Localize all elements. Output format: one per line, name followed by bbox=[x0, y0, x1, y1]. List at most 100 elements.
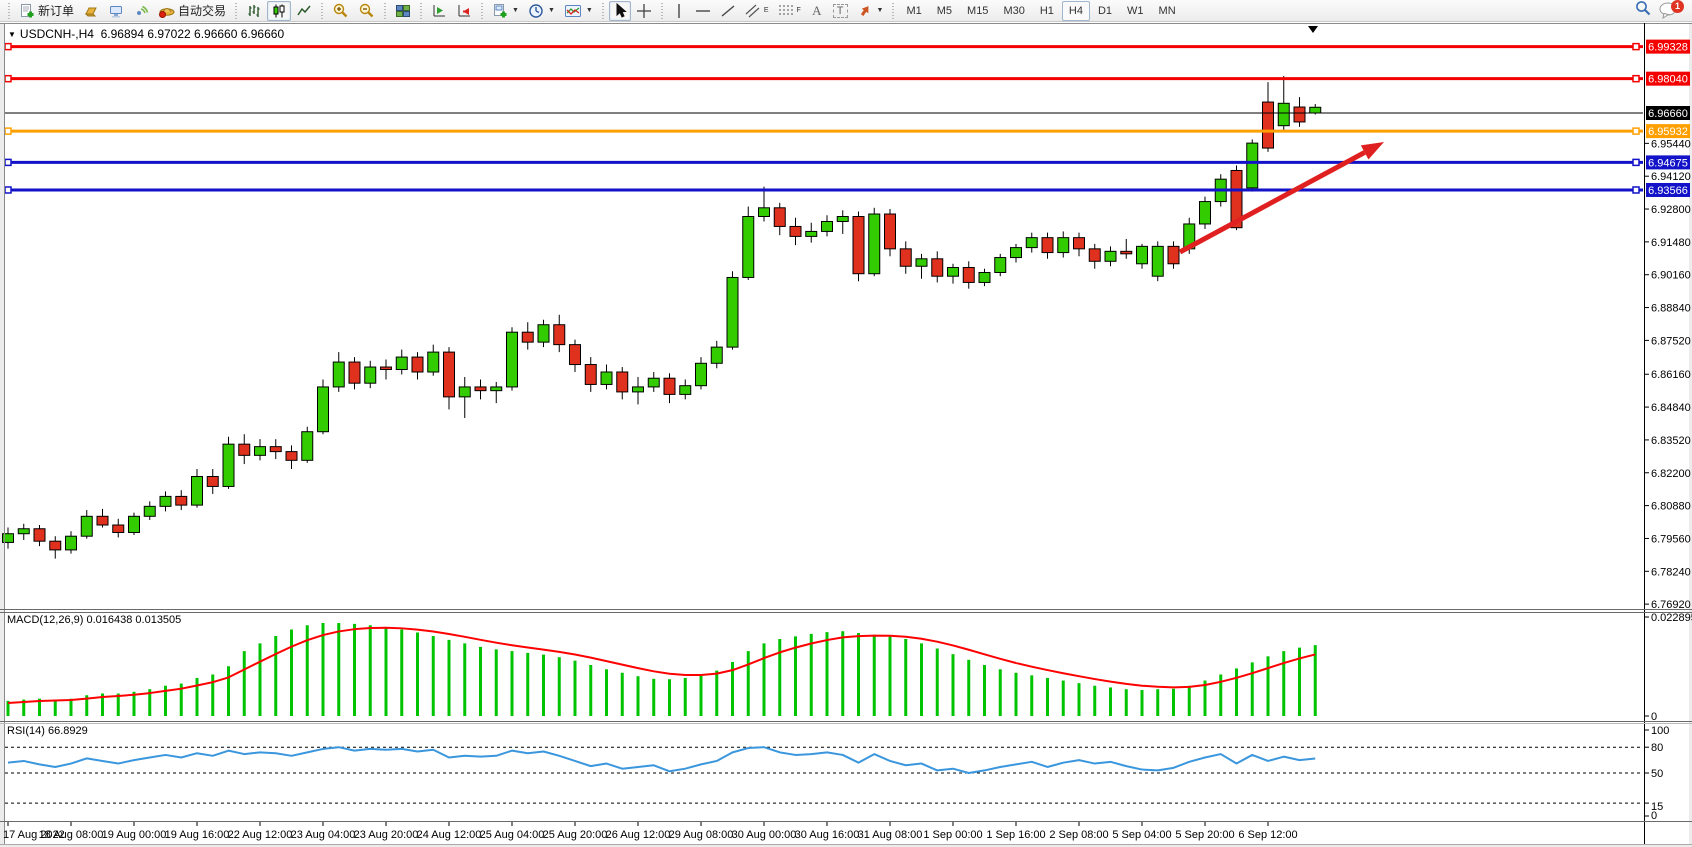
candle-bullish bbox=[915, 258, 928, 267]
cursor-button[interactable] bbox=[608, 0, 631, 21]
toolbar: 新订单 自动交易 bbox=[0, 0, 1692, 22]
date-label: 6 Sep 12:00 bbox=[1238, 829, 1297, 841]
toolbar-grip[interactable] bbox=[383, 2, 388, 19]
candle-bearish bbox=[1230, 169, 1243, 229]
toolbar-grip[interactable] bbox=[419, 2, 424, 19]
trend-arrow[interactable] bbox=[1178, 150, 1366, 255]
candle-bullish bbox=[647, 377, 660, 388]
line-handle[interactable] bbox=[1632, 158, 1640, 167]
date-label: 26 Aug 12:00 bbox=[606, 829, 671, 841]
toolbar-grip[interactable] bbox=[234, 2, 239, 19]
bar-chart-button[interactable] bbox=[242, 1, 266, 21]
candle-bullish bbox=[1151, 245, 1164, 277]
date-label: 19 Aug 16:00 bbox=[165, 829, 230, 841]
templates-button[interactable]: ▼ bbox=[560, 1, 597, 21]
timeframe-m30-button[interactable]: M30 bbox=[1003, 4, 1025, 17]
zoom-in-button[interactable] bbox=[328, 1, 353, 21]
channel-icon bbox=[745, 3, 761, 19]
timeframe-h1-button[interactable]: H1 bbox=[1039, 4, 1054, 17]
price-tick-label: 6.80880 bbox=[1651, 501, 1691, 513]
line-handle[interactable] bbox=[1632, 42, 1640, 51]
candle-bearish bbox=[1073, 237, 1085, 250]
toolbar-grip[interactable] bbox=[891, 2, 896, 19]
signal-button[interactable] bbox=[129, 1, 153, 21]
candle-bearish bbox=[553, 324, 566, 346]
candle-bullish bbox=[301, 431, 314, 461]
toolbar-grip[interactable] bbox=[600, 2, 605, 19]
tile-windows-button[interactable] bbox=[391, 1, 415, 21]
timeframe-h4-button[interactable]: H4 bbox=[1061, 0, 1090, 21]
price-tick-label: 6.76920 bbox=[1651, 599, 1691, 611]
auto-scroll-button[interactable] bbox=[452, 1, 476, 21]
zoom-out-button[interactable] bbox=[354, 1, 379, 21]
line-handle[interactable] bbox=[1632, 127, 1640, 135]
horizontal-line-button[interactable] bbox=[691, 1, 715, 21]
timeframe-mn-button[interactable]: MN bbox=[1158, 4, 1176, 17]
periods-button[interactable]: ▼ bbox=[524, 1, 559, 21]
macd-scale-top: 0.022895 bbox=[1651, 612, 1692, 624]
candle-bearish bbox=[1041, 237, 1054, 254]
chart-shift-button[interactable] bbox=[427, 1, 451, 21]
chart-shift-icon bbox=[431, 3, 447, 19]
candle-bearish bbox=[33, 528, 46, 542]
search-icon[interactable] bbox=[1634, 0, 1652, 22]
price-badge-label: 6.99328 bbox=[1648, 42, 1688, 54]
market-watch-button[interactable] bbox=[79, 1, 103, 21]
toolbar-grip[interactable] bbox=[480, 2, 485, 19]
candle-bullish bbox=[1104, 250, 1117, 262]
line-handle[interactable] bbox=[4, 74, 12, 83]
macd-signal-line bbox=[7, 626, 1316, 704]
candlestick-icon bbox=[271, 3, 287, 19]
toolbar-grip[interactable] bbox=[320, 2, 325, 19]
candle-bearish bbox=[521, 331, 534, 343]
line-handle[interactable] bbox=[4, 127, 12, 135]
text-label-button[interactable]: T bbox=[829, 1, 852, 21]
date-label: 29 Aug 08:00 bbox=[669, 829, 734, 841]
channel-button[interactable]: E bbox=[741, 1, 773, 21]
price-tick-label: 6.86160 bbox=[1651, 369, 1691, 381]
crosshair-button[interactable] bbox=[632, 1, 656, 21]
text-button[interactable]: A bbox=[806, 1, 828, 21]
vertical-line-icon bbox=[673, 3, 685, 19]
new-order-button[interactable]: 新订单 bbox=[15, 1, 78, 21]
toolbar-grip[interactable] bbox=[7, 2, 11, 19]
candle-bullish bbox=[364, 366, 377, 384]
candle-bearish bbox=[112, 524, 125, 533]
candle-bearish bbox=[411, 356, 424, 373]
fibonacci-label: F bbox=[796, 7, 801, 14]
price-tick-label: 6.82200 bbox=[1651, 468, 1691, 480]
line-handle[interactable] bbox=[4, 158, 12, 167]
price-tick-label: 6.83520 bbox=[1651, 435, 1691, 447]
fibonacci-button[interactable]: F bbox=[774, 1, 805, 21]
toolbar-grip[interactable] bbox=[659, 2, 664, 19]
vertical-line-button[interactable] bbox=[668, 1, 690, 21]
candle-bullish bbox=[1136, 245, 1148, 265]
line-chart-button[interactable] bbox=[292, 1, 316, 21]
auto-trading-button[interactable]: 自动交易 bbox=[154, 1, 230, 21]
trendline-button[interactable] bbox=[716, 1, 740, 21]
line-handle[interactable] bbox=[4, 186, 12, 194]
price-tick-label: 6.84840 bbox=[1651, 402, 1691, 414]
chat-button[interactable]: 1 bbox=[1658, 0, 1684, 21]
candle-bearish bbox=[931, 258, 944, 277]
chart-menu-caret-icon[interactable]: ▼ bbox=[8, 30, 16, 39]
timeframe-m1-button[interactable]: M1 bbox=[906, 4, 922, 17]
terminal-button[interactable] bbox=[104, 1, 128, 21]
line-handle[interactable] bbox=[4, 42, 12, 51]
timeframe-m5-button[interactable]: M5 bbox=[936, 4, 953, 17]
line-handle[interactable] bbox=[1632, 74, 1640, 83]
timeframe-m15-button[interactable]: M15 bbox=[967, 4, 989, 17]
candle-bullish bbox=[947, 267, 959, 277]
date-label: 31 Aug 08:00 bbox=[858, 829, 923, 841]
new-chart-button[interactable]: ▼ bbox=[488, 1, 523, 21]
arrows-button[interactable]: ▼ bbox=[853, 1, 888, 21]
timeframe-d1-button[interactable]: D1 bbox=[1097, 4, 1113, 17]
candlestick-chart-button[interactable] bbox=[267, 0, 292, 21]
timeframe-w1-button[interactable]: W1 bbox=[1127, 4, 1144, 17]
auto-trading-label: 自动交易 bbox=[178, 4, 227, 18]
trend-arrow-head[interactable] bbox=[1360, 142, 1384, 160]
shift-marker-icon[interactable] bbox=[1308, 26, 1318, 33]
line-handle[interactable] bbox=[1632, 186, 1640, 194]
date-label: 22 Aug 12:00 bbox=[228, 829, 293, 841]
